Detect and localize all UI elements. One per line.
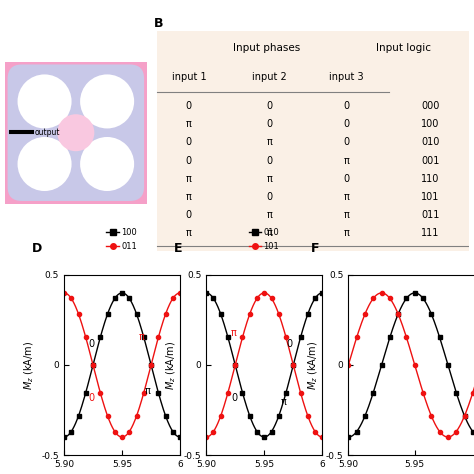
Text: 0: 0 [266, 192, 273, 202]
Text: input 3: input 3 [329, 72, 364, 82]
Text: 0: 0 [266, 101, 273, 111]
Circle shape [52, 109, 68, 125]
Text: 0: 0 [287, 339, 293, 349]
Circle shape [83, 141, 99, 156]
Text: B: B [154, 17, 163, 30]
Text: 0: 0 [89, 393, 95, 403]
Y-axis label: $M_z$ (kA/m): $M_z$ (kA/m) [22, 340, 36, 390]
Text: π: π [344, 210, 350, 220]
Text: 0: 0 [186, 101, 192, 111]
Text: π: π [266, 210, 273, 220]
Circle shape [80, 137, 134, 191]
Text: π: π [281, 397, 287, 407]
Text: 0: 0 [186, 210, 192, 220]
FancyBboxPatch shape [8, 64, 144, 201]
Text: π: π [266, 137, 273, 147]
Text: π: π [344, 192, 350, 202]
Text: 001: 001 [421, 155, 440, 165]
FancyBboxPatch shape [0, 52, 157, 214]
Text: π: π [186, 228, 192, 238]
Text: 0: 0 [186, 137, 192, 147]
Circle shape [80, 74, 134, 128]
Text: 011: 011 [421, 210, 440, 220]
Text: 0: 0 [266, 155, 273, 165]
Text: 0: 0 [231, 393, 237, 403]
Text: 010: 010 [421, 137, 440, 147]
Circle shape [83, 109, 99, 125]
Text: Input logic: Input logic [375, 43, 430, 53]
Y-axis label: $M_z$ (kA/m): $M_z$ (kA/m) [164, 340, 178, 390]
Text: 101: 101 [421, 192, 440, 202]
Y-axis label: $M_z$ (kA/m): $M_z$ (kA/m) [307, 340, 320, 390]
Text: 000: 000 [421, 101, 440, 111]
Text: 0: 0 [344, 119, 350, 129]
Text: output: output [35, 128, 60, 137]
Text: π: π [231, 328, 237, 338]
Text: input 1: input 1 [172, 72, 206, 82]
Text: E: E [173, 243, 182, 255]
Text: π: π [344, 228, 350, 238]
Text: D: D [31, 243, 42, 255]
Text: 0: 0 [89, 339, 95, 349]
Text: 0: 0 [344, 101, 350, 111]
FancyBboxPatch shape [156, 31, 469, 251]
Text: π: π [344, 155, 350, 165]
Text: π: π [139, 332, 145, 342]
Text: input 2: input 2 [252, 72, 287, 82]
Text: π: π [266, 173, 273, 184]
Text: F: F [311, 243, 320, 255]
Legend: 100, 011: 100, 011 [103, 225, 140, 254]
Text: π: π [186, 173, 192, 184]
Text: 0: 0 [186, 155, 192, 165]
Text: 0: 0 [344, 137, 350, 147]
Circle shape [57, 114, 94, 151]
Text: 100: 100 [421, 119, 440, 129]
Circle shape [18, 137, 72, 191]
Text: π: π [186, 192, 192, 202]
Text: π: π [266, 228, 273, 238]
Text: 110: 110 [421, 173, 440, 184]
Text: 0: 0 [266, 119, 273, 129]
Legend: 010, 101: 010, 101 [245, 225, 283, 254]
Text: Input phases: Input phases [233, 43, 300, 53]
Text: π: π [145, 386, 151, 396]
Circle shape [18, 74, 72, 128]
Circle shape [52, 141, 68, 156]
Text: π: π [186, 119, 192, 129]
Text: 0: 0 [344, 173, 350, 184]
Text: 111: 111 [421, 228, 440, 238]
